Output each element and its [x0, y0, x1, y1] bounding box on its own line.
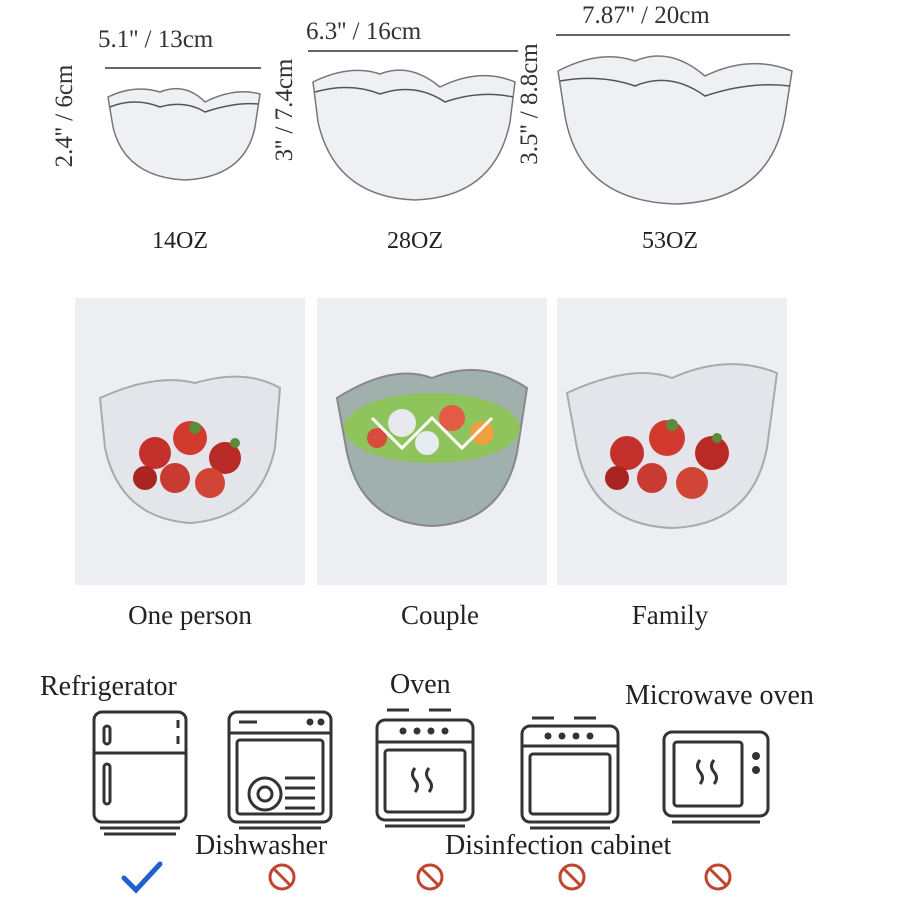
checkmark-icon: [121, 861, 163, 894]
photo-one-person: [75, 298, 305, 585]
oven-icon: [375, 708, 475, 828]
dishwasher-icon: [227, 710, 333, 830]
microwave-icon: [662, 730, 770, 824]
bowl-large-width: 7.87'' / 20cm: [582, 2, 710, 29]
strawberry-bowl-image: [565, 363, 779, 530]
label-oven: Oven: [390, 669, 451, 700]
caption-family: Family: [631, 600, 709, 630]
strawberry-bowl-image: [98, 375, 282, 525]
capacity-large: 53OZ: [642, 228, 698, 254]
prohibited-icon: [268, 863, 296, 891]
refrigerator-icon: [92, 710, 188, 836]
prohibited-icon: [704, 863, 732, 891]
dimension-line: [308, 50, 518, 52]
capacity-medium: 28OZ: [387, 228, 443, 254]
bowl-small-height: 2.4'' / 6cm: [51, 64, 78, 168]
label-microwave-oven: Microwave oven: [625, 680, 814, 711]
dimension-line: [556, 34, 790, 36]
bowl-medium-width: 6.3'' / 16cm: [306, 18, 422, 45]
label-disinfection-cabinet: Disinfection cabinet: [445, 830, 672, 861]
photo-couple: [317, 298, 547, 585]
salad-bowl-image: [335, 369, 529, 528]
dimension-line: [105, 67, 261, 69]
capacity-small: 14OZ: [152, 228, 208, 254]
label-dishwasher: Dishwasher: [195, 830, 328, 861]
bowl-large-image: [557, 55, 793, 205]
bowl-small-image: [107, 87, 261, 181]
caption-couple: Couple: [401, 600, 479, 630]
label-refrigerator: Refrigerator: [40, 671, 177, 702]
bowl-small-width: 5.1'' / 13cm: [98, 26, 214, 53]
prohibited-icon: [416, 863, 444, 891]
prohibited-icon: [558, 863, 586, 891]
photo-family: [557, 298, 787, 585]
caption-one-person: One person: [128, 600, 252, 630]
bowl-medium-image: [312, 69, 516, 201]
disinfection-cabinet-icon: [520, 716, 620, 830]
bowl-large-height: 3.5'' / 8.8cm: [516, 43, 543, 165]
bowl-medium-height: 3'' / 7.4cm: [271, 58, 298, 162]
